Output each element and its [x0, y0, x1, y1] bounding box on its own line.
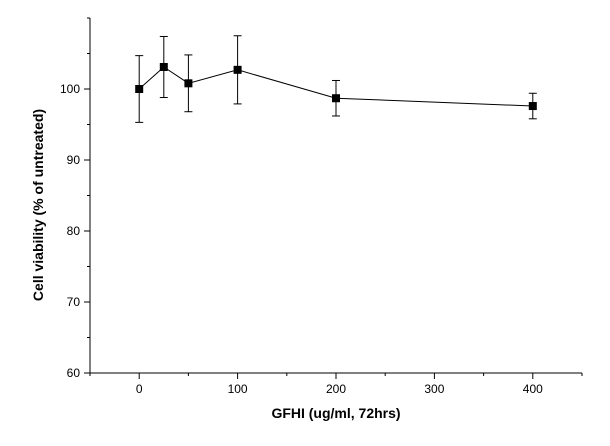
y-tick-label: 100 — [60, 82, 80, 96]
y-tick-label: 80 — [67, 224, 81, 238]
data-point — [233, 65, 242, 74]
y-tick-label: 90 — [67, 153, 81, 167]
data-point — [332, 94, 340, 103]
data-point — [528, 102, 537, 111]
series-layer — [135, 35, 537, 123]
plot-area: 0 100 200 300 400 60 70 80 90 100 — [60, 17, 583, 396]
data-point — [135, 85, 144, 93]
y-tick-label: 70 — [67, 295, 81, 309]
x-tick-label: 100 — [228, 382, 248, 396]
data-point — [159, 62, 168, 71]
y-axis-label: Cell viability (% of untreated) — [30, 109, 46, 301]
y-tick-label: 60 — [67, 366, 81, 380]
x-tick-label: 0 — [136, 382, 143, 396]
x-tick-label: 300 — [424, 382, 444, 396]
x-ticks: 0 100 200 300 400 — [89, 373, 583, 396]
x-tick-label: 200 — [326, 382, 346, 396]
x-tick-label: 400 — [523, 382, 543, 396]
y-ticks: 60 70 80 90 100 — [60, 17, 90, 380]
data-point — [184, 79, 193, 88]
series-line — [138, 66, 533, 107]
x-axis-label: GFHI (ug/ml, 72hrs) — [271, 405, 400, 421]
